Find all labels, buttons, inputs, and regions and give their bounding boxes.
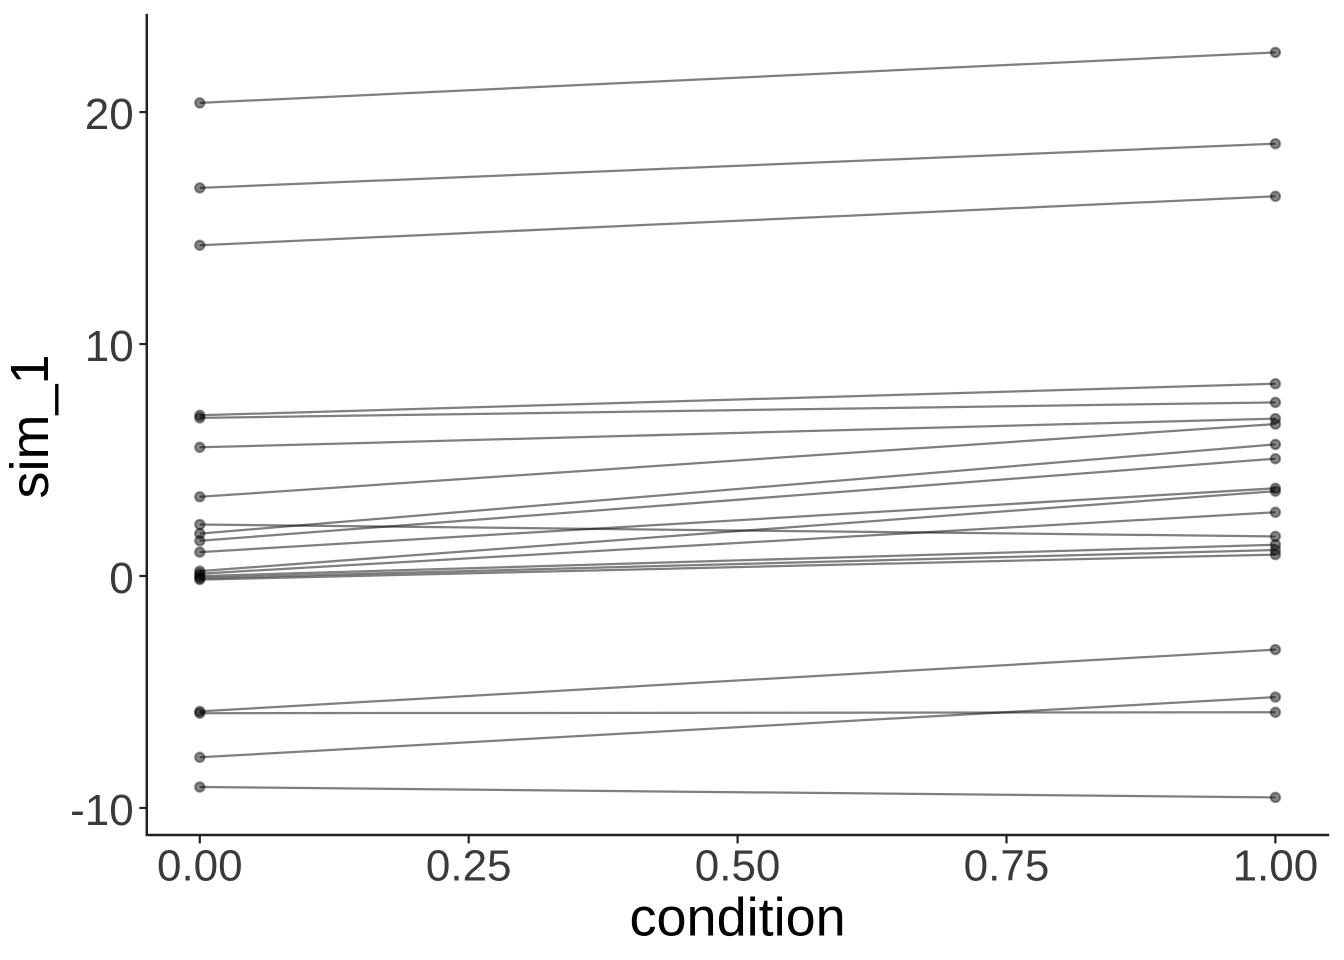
- svg-text:10: 10: [85, 322, 134, 371]
- svg-text:0.00: 0.00: [157, 842, 243, 891]
- svg-text:0.25: 0.25: [426, 842, 512, 891]
- svg-text:20: 20: [85, 90, 134, 139]
- svg-text:0.75: 0.75: [964, 842, 1050, 891]
- svg-text:1.00: 1.00: [1233, 842, 1319, 891]
- svg-text:condition: condition: [630, 888, 846, 948]
- svg-text:0: 0: [109, 554, 133, 603]
- svg-text:0.50: 0.50: [695, 842, 781, 891]
- svg-text:sim_1: sim_1: [0, 354, 60, 498]
- svg-text:-10: -10: [70, 786, 134, 835]
